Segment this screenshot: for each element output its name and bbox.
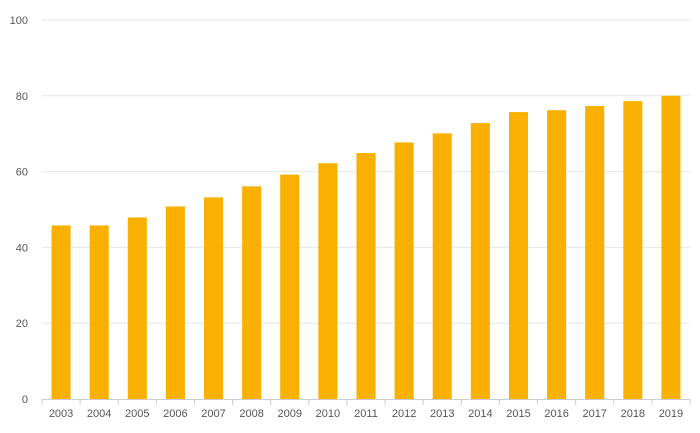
bar-2012 (394, 142, 414, 400)
bar-2008 (242, 186, 262, 399)
x-tick-label: 2012 (392, 408, 416, 420)
x-tick-label: 2018 (621, 408, 645, 420)
bar-2014 (470, 123, 490, 399)
y-tick-label: 60 (16, 167, 28, 179)
x-tick-label: 2015 (506, 408, 530, 420)
x-tick-label: 2009 (278, 408, 302, 420)
bar-2006 (165, 206, 185, 399)
y-tick-label: 100 (10, 15, 28, 27)
bar-2010 (318, 163, 338, 399)
bar-2013 (432, 133, 452, 400)
bar-2009 (280, 174, 300, 399)
x-tick-label: 2011 (354, 408, 378, 420)
y-tick-label: 80 (16, 91, 28, 103)
x-tick-label: 2019 (659, 408, 683, 420)
bar-2011 (356, 153, 376, 399)
x-tick-label: 2013 (430, 408, 454, 420)
y-tick-label: 0 (22, 394, 28, 406)
x-tick-label: 2007 (201, 408, 225, 420)
x-axis-ticks: 2003 2004 2005 2006 2007 2008 2009 2010 2011 2012… (49, 408, 683, 420)
y-tick-label: 40 (16, 242, 28, 254)
x-tick-label: 2008 (239, 408, 263, 420)
bar-2004 (89, 225, 109, 399)
x-tick-label: 2016 (544, 408, 568, 420)
x-tick-label: 2003 (49, 408, 73, 420)
x-tick-label: 2017 (582, 408, 606, 420)
bar-2007 (204, 197, 224, 399)
x-tick-label: 2004 (87, 408, 111, 420)
bar-2005 (127, 217, 147, 399)
x-tick-label: 2014 (468, 408, 492, 420)
x-tick-label: 2006 (163, 408, 187, 420)
x-tick-label: 2010 (316, 408, 340, 420)
bar-2016 (547, 110, 567, 400)
x-tick-label: 2005 (125, 408, 149, 420)
x-axis (41, 399, 691, 405)
y-axis-ticks: 0 20 40 60 80 100 (10, 15, 28, 406)
bar-2019 (661, 95, 681, 400)
bars (51, 95, 681, 400)
y-tick-label: 20 (16, 318, 28, 330)
bar-2018 (623, 101, 643, 399)
bar-2015 (508, 112, 528, 400)
bar-2017 (585, 106, 605, 400)
bar-2003 (51, 225, 71, 399)
